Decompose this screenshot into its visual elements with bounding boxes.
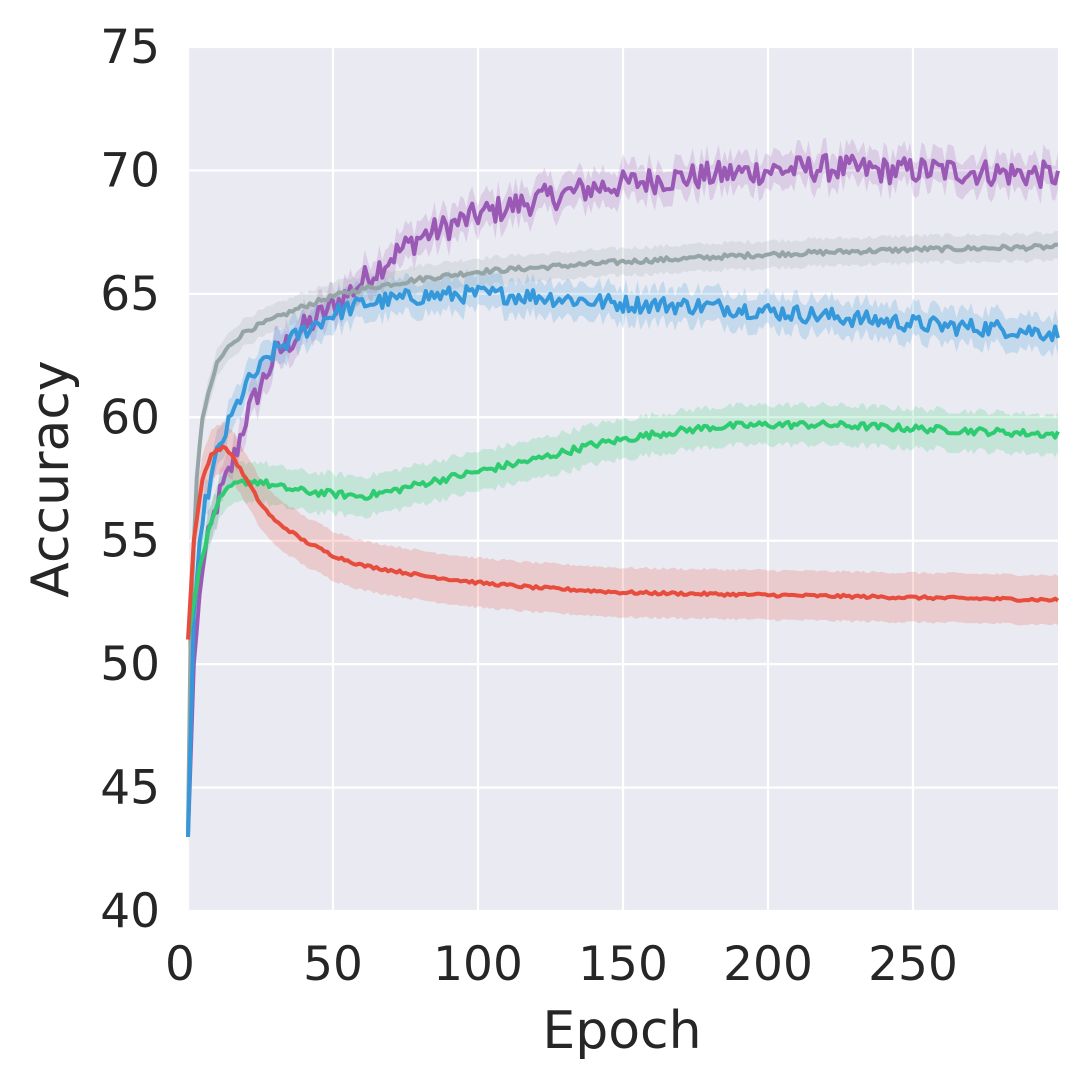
x-tick-label: 200 bbox=[723, 937, 813, 992]
line-blue bbox=[186, 284, 1060, 837]
y-tick-label: 65 bbox=[100, 267, 160, 322]
series-lines bbox=[186, 153, 1060, 837]
line-gray bbox=[186, 242, 1059, 830]
x-tick-labels: 0 50 100 150 200 250 bbox=[165, 937, 958, 992]
x-tick-label: 100 bbox=[433, 937, 523, 992]
x-tick-label: 0 bbox=[165, 937, 195, 992]
band-red bbox=[188, 421, 1058, 650]
grid-lines bbox=[186, 45, 1058, 913]
y-tick-label: 50 bbox=[100, 637, 160, 692]
y-tick-label: 55 bbox=[100, 514, 160, 569]
y-tick-labels: 40 45 50 55 60 65 70 75 bbox=[100, 20, 160, 939]
x-axis-title: Epoch bbox=[542, 1001, 701, 1061]
line-green bbox=[186, 419, 1060, 640]
y-tick-label: 60 bbox=[100, 390, 160, 445]
x-tick-label: 150 bbox=[578, 937, 668, 992]
y-tick-label: 40 bbox=[100, 884, 160, 939]
y-tick-label: 70 bbox=[100, 143, 160, 198]
band-green bbox=[188, 401, 1058, 648]
line-red bbox=[186, 444, 1060, 640]
x-tick-label: 250 bbox=[868, 937, 958, 992]
line-purple bbox=[186, 153, 1060, 837]
x-tick-label: 50 bbox=[303, 937, 363, 992]
y-axis-title: Accuracy bbox=[21, 360, 81, 597]
y-tick-label: 45 bbox=[100, 761, 160, 816]
y-tick-label: 75 bbox=[100, 20, 160, 75]
